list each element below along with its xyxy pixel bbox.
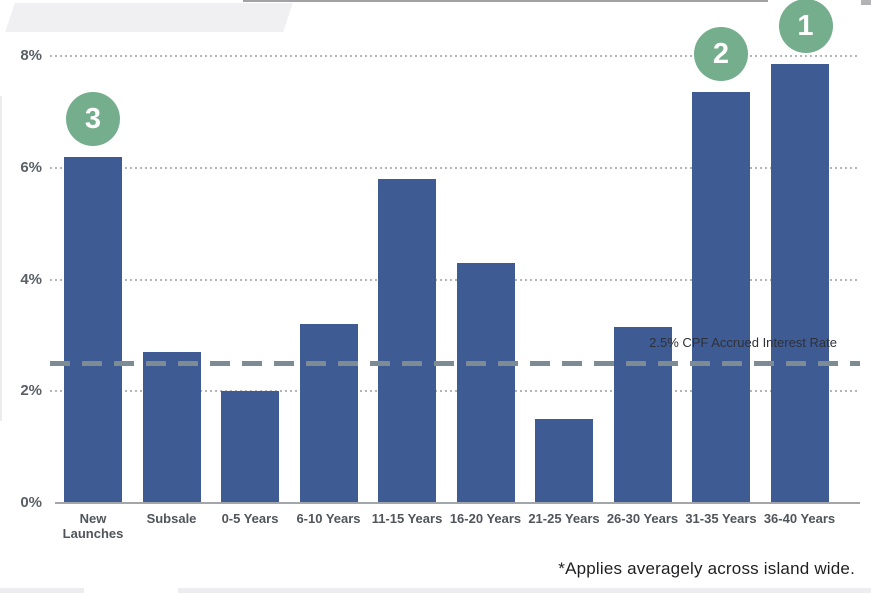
bar-new-launches <box>64 156 122 503</box>
bar-21-25-years <box>535 419 593 503</box>
bar-16-20-years <box>456 262 515 503</box>
x-tick-label-21-25-years: 21-25 Years <box>528 511 600 526</box>
cpf-rate-reference-line <box>50 361 860 367</box>
bar-36-40-years <box>770 64 829 503</box>
rank-badge-3: 3 <box>66 91 120 146</box>
x-axis-line <box>55 502 860 504</box>
gridline-4pct <box>50 278 860 281</box>
page-corner-fragment <box>861 0 871 5</box>
x-tick-label-16-20-years: 16-20 Years <box>449 511 522 526</box>
cpf-rate-label: 2.5% CPF Accrued Interest Rate <box>649 335 837 351</box>
y-tick-label-6pct: 6% <box>20 158 42 176</box>
rank-badge-1: 1 <box>778 0 833 54</box>
bar-11-15-years <box>378 178 436 503</box>
y-tick-label-8pct: 8% <box>20 47 42 64</box>
bar-6-10-years <box>299 324 358 503</box>
y-tick-label-2pct: 2% <box>20 382 42 400</box>
page-edge-line <box>0 96 2 421</box>
rank-badge-2: 2 <box>694 27 748 82</box>
gridline-2pct <box>50 390 860 393</box>
header-banner-shape <box>5 3 293 32</box>
y-tick-label-4pct: 4% <box>20 270 42 288</box>
cropped-title-remnant <box>243 0 768 2</box>
gridline-8pct <box>50 55 860 57</box>
bar-26-30-years <box>613 326 672 503</box>
bar-subsale <box>142 352 201 503</box>
page-bottom-edge <box>178 588 871 593</box>
x-tick-label-0-5-years: 0-5 Years <box>221 511 279 526</box>
page-bottom-edge <box>0 588 84 593</box>
x-tick-label-31-35-years: 31-35 Years <box>685 511 757 526</box>
x-tick-label-26-30-years: 26-30 Years <box>606 511 679 526</box>
y-tick-label-0pct: 0% <box>20 494 42 511</box>
footnote: *Applies averagely across island wide. <box>558 559 855 578</box>
x-tick-label-11-15-years: 11-15 Years <box>371 511 443 526</box>
x-tick-label-6-10-years: 6-10 Years <box>296 511 361 526</box>
x-tick-label-36-40-years: 36-40 Years <box>763 511 836 526</box>
bar-31-35-years <box>692 92 750 503</box>
x-tick-label-new-launches: New Launches <box>62 511 124 541</box>
gridline-6pct <box>50 166 860 169</box>
bar-0-5-years <box>221 391 279 503</box>
x-tick-label-subsale: Subsale <box>146 511 197 526</box>
